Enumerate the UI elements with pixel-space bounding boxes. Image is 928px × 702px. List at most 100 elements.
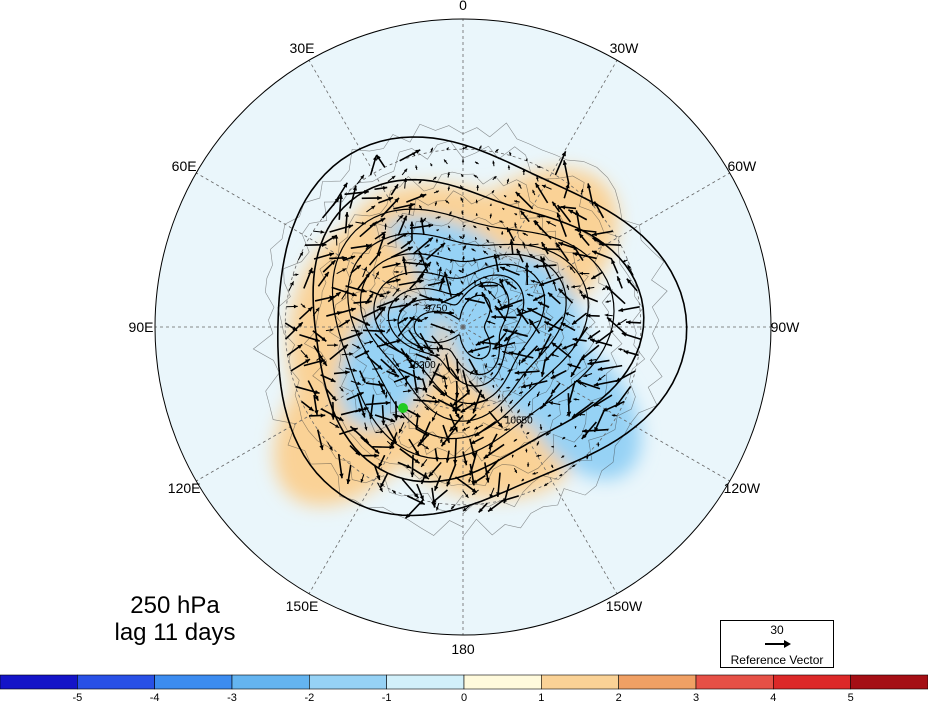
vector-arrowhead — [566, 284, 570, 288]
contour-label: 10200 — [408, 360, 436, 371]
vector-arrowhead — [415, 412, 421, 417]
vector-arrowhead — [314, 410, 319, 415]
vector-arrowhead — [527, 243, 532, 247]
vector-arrowhead — [461, 267, 465, 271]
vector-arrowhead — [307, 307, 313, 312]
vector-arrowhead — [451, 505, 455, 509]
vector-arrowhead — [376, 475, 381, 481]
vector-arrowhead — [592, 237, 598, 242]
vector-arrowhead — [436, 349, 440, 353]
vector-arrowhead — [475, 161, 478, 165]
vector-arrowhead — [365, 321, 371, 326]
colorbar-swatch — [231, 674, 310, 690]
vector-arrowhead — [573, 398, 577, 401]
vector-arrowhead — [396, 339, 402, 344]
vector-arrowhead — [461, 159, 465, 162]
contour-line — [387, 274, 525, 387]
vector-arrowhead — [331, 415, 336, 420]
vector-arrowhead — [486, 320, 491, 324]
vector-arrowhead — [414, 458, 420, 464]
vector-arrowhead — [564, 312, 569, 316]
vector-arrowhead — [507, 165, 511, 168]
vector-arrowhead — [314, 337, 320, 342]
vector-arrowhead — [455, 413, 460, 419]
vector-arrowhead — [541, 242, 546, 247]
vector-arrowhead — [483, 250, 487, 254]
vector-arrowhead — [462, 234, 465, 238]
vector-arrowhead — [516, 248, 521, 254]
vector-arrowhead — [374, 448, 380, 454]
longitude-label: 150E — [286, 598, 319, 614]
vector-arrowhead — [405, 513, 411, 519]
vector-arrowhead — [483, 454, 489, 459]
vector-arrowhead — [403, 168, 408, 173]
vector-arrowhead — [335, 292, 341, 297]
vector-arrowhead — [339, 473, 344, 479]
vector-arrowhead — [541, 184, 546, 189]
vector-arrowhead — [471, 401, 477, 406]
vector-arrowhead — [492, 160, 495, 164]
vector-arrowhead — [407, 246, 413, 251]
vector-arrowhead — [378, 462, 383, 468]
vector-arrowhead — [456, 293, 462, 298]
vector-arrowhead — [548, 401, 554, 405]
vector-arrowhead — [580, 189, 584, 193]
reference-vector-box: 30 Reference Vector — [720, 620, 834, 668]
colorbar-swatch — [850, 674, 928, 690]
vector-arrowhead — [561, 455, 565, 458]
polar-stereographic-map: 9750 10200 10650 0 30W 60W 90W 120W 150W 180 150E… — [129, 0, 801, 657]
vector-arrowhead — [602, 287, 606, 290]
vector-arrowhead — [572, 252, 578, 257]
vector-arrowhead — [585, 456, 589, 460]
vector-arrowhead — [618, 348, 622, 351]
vector-arrowhead — [435, 507, 439, 511]
vector-arrowhead — [521, 357, 527, 363]
vector-arrowhead — [579, 271, 584, 276]
vector-arrowhead — [394, 184, 399, 189]
vector-arrowhead — [381, 306, 386, 312]
vector-arrowhead — [462, 245, 466, 249]
vector-arrowhead — [522, 241, 526, 246]
colorbar-swatch — [541, 674, 619, 690]
vector-arrowhead — [364, 350, 370, 355]
vector-arrowhead — [369, 293, 374, 298]
vector-arrowhead — [574, 426, 577, 429]
vector-arrowhead — [365, 243, 371, 249]
longitude-label: 120W — [724, 480, 761, 496]
vector-arrowhead — [462, 255, 465, 259]
vector-arrowhead — [496, 492, 501, 497]
vector-arrowhead — [392, 490, 396, 494]
vector-arrowhead — [575, 210, 580, 216]
vector-arrowhead — [551, 445, 554, 448]
vector-arrowhead — [429, 380, 434, 386]
vector-arrowhead — [450, 258, 453, 262]
longitude-labels: 0 30W 60W 90W 120W 150W 180 150E 120E 90E 60E 30E — [129, 0, 801, 657]
vector-arrowhead — [394, 372, 400, 377]
vector-arrowhead — [409, 221, 415, 227]
vector-arrowhead — [308, 406, 314, 411]
colorbar-swatch — [773, 674, 851, 690]
vector-arrowhead — [514, 370, 520, 375]
longitude-label: 60E — [172, 158, 197, 174]
vector-arrowhead — [338, 416, 344, 421]
longitude-label: 90W — [771, 319, 801, 335]
vector-arrowhead — [413, 493, 419, 498]
vector-arrowhead — [389, 445, 395, 450]
contour-line — [373, 263, 546, 405]
vector-arrowhead — [474, 292, 478, 296]
vector-arrowhead — [340, 388, 344, 392]
vector-arrowhead — [297, 322, 303, 328]
vector-arrowhead — [352, 368, 357, 372]
vector-arrowhead — [534, 347, 540, 352]
vector-arrowhead — [401, 256, 407, 262]
vector-arrowhead — [461, 292, 464, 295]
figure-title: 250 hPa lag 11 days — [80, 592, 270, 646]
vector-arrowhead — [360, 478, 364, 483]
vector-arrowhead — [445, 458, 450, 463]
vector-arrowhead — [384, 223, 387, 227]
vector-arrowhead — [574, 444, 577, 447]
longitude-label: 0 — [459, 0, 467, 13]
colorbar-swatch — [618, 674, 697, 690]
vector-arrowhead — [487, 290, 492, 295]
colorbar-tick-label: 4 — [770, 692, 776, 702]
